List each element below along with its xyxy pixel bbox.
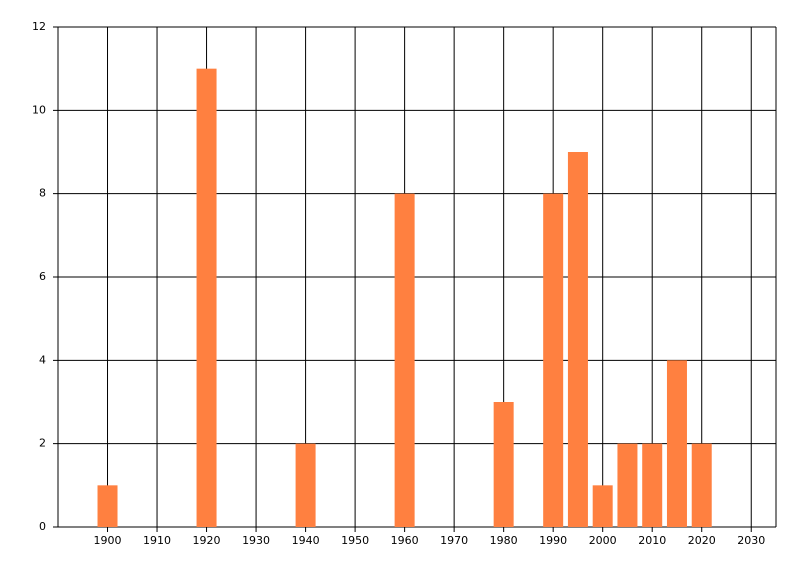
y-tick-label: 10 [32,103,46,116]
y-tick-label: 4 [39,353,46,366]
x-tick-label: 2020 [688,534,716,547]
bar [493,402,514,527]
x-tick-label: 1900 [94,534,122,547]
bar [97,485,118,527]
x-tick-label: 1930 [242,534,270,547]
bar [592,485,613,527]
y-tick-label: 8 [39,187,46,200]
x-tick-label: 1910 [143,534,171,547]
bar [666,360,687,527]
y-tick-label: 0 [39,520,46,533]
bar [691,443,712,527]
x-tick-label: 1920 [193,534,221,547]
bar [543,193,564,527]
y-tick-label: 2 [39,437,46,450]
x-tick-label: 1970 [440,534,468,547]
x-tick-label: 1960 [391,534,419,547]
x-tick-label: 1990 [539,534,567,547]
bar [196,68,217,528]
x-tick-label: 2000 [589,534,617,547]
y-tick-label: 6 [39,270,46,283]
x-tick-label: 1980 [490,534,518,547]
bar [567,152,588,527]
x-tick-label: 2010 [638,534,666,547]
x-tick-label: 1940 [292,534,320,547]
y-tick-label: 12 [32,20,46,33]
bar [295,443,316,527]
x-tick-label: 2030 [737,534,765,547]
x-tick-label: 1950 [341,534,369,547]
bar [642,443,663,527]
bar [617,443,638,527]
bar [394,193,415,527]
